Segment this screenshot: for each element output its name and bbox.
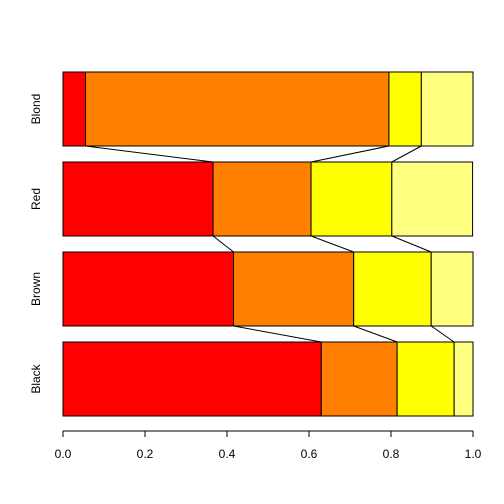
bar-segment-blond-1 (62, 71, 87, 147)
bar-segment-red-1 (62, 161, 214, 237)
x-tick-label: 0.2 (137, 447, 154, 461)
connector-line (391, 145, 422, 163)
category-label-black: Black (29, 363, 43, 393)
connector-line (233, 325, 322, 343)
bar-segment-red-3 (310, 161, 393, 237)
bar-segment-brown-2 (233, 251, 355, 327)
bar-segment-blond-3 (388, 71, 422, 147)
x-tick-label: 1.0 (465, 447, 482, 461)
bar-segment-red-4 (391, 161, 474, 237)
x-tick-label: 0.4 (219, 447, 236, 461)
connector-line (310, 145, 390, 163)
bar-segment-black-4 (453, 341, 474, 417)
category-label-red: Red (29, 188, 43, 210)
category-label-brown: Brown (29, 272, 43, 306)
category-label-blond: Blond (29, 94, 43, 125)
x-axis: 0.0 0.2 0.4 0.6 0.8 1.0 (55, 430, 482, 461)
bar-segment-black-3 (396, 341, 455, 417)
bar-segment-brown-1 (62, 251, 235, 327)
bar-segment-brown-3 (353, 251, 432, 327)
connector-lines (85, 145, 455, 343)
bar-segment-red-2 (212, 161, 312, 237)
bar-segment-brown-4 (430, 251, 474, 327)
bar-segment-black-1 (62, 341, 322, 417)
bar-segment-blond-2 (85, 71, 390, 147)
connector-line (430, 325, 455, 343)
bar-segment-black-2 (320, 341, 398, 417)
connector-line (391, 235, 432, 253)
connector-line (353, 325, 398, 343)
x-tick-label: 0.6 (301, 447, 318, 461)
connector-line (310, 235, 354, 253)
x-tick-label: 0.0 (55, 447, 72, 461)
bar-segment-blond-4 (420, 71, 474, 147)
x-tick-label: 0.8 (383, 447, 400, 461)
category-labels: Black Brown Red Blond (29, 94, 43, 394)
connector-line (212, 235, 234, 253)
bars (62, 71, 474, 417)
connector-line (85, 145, 214, 163)
